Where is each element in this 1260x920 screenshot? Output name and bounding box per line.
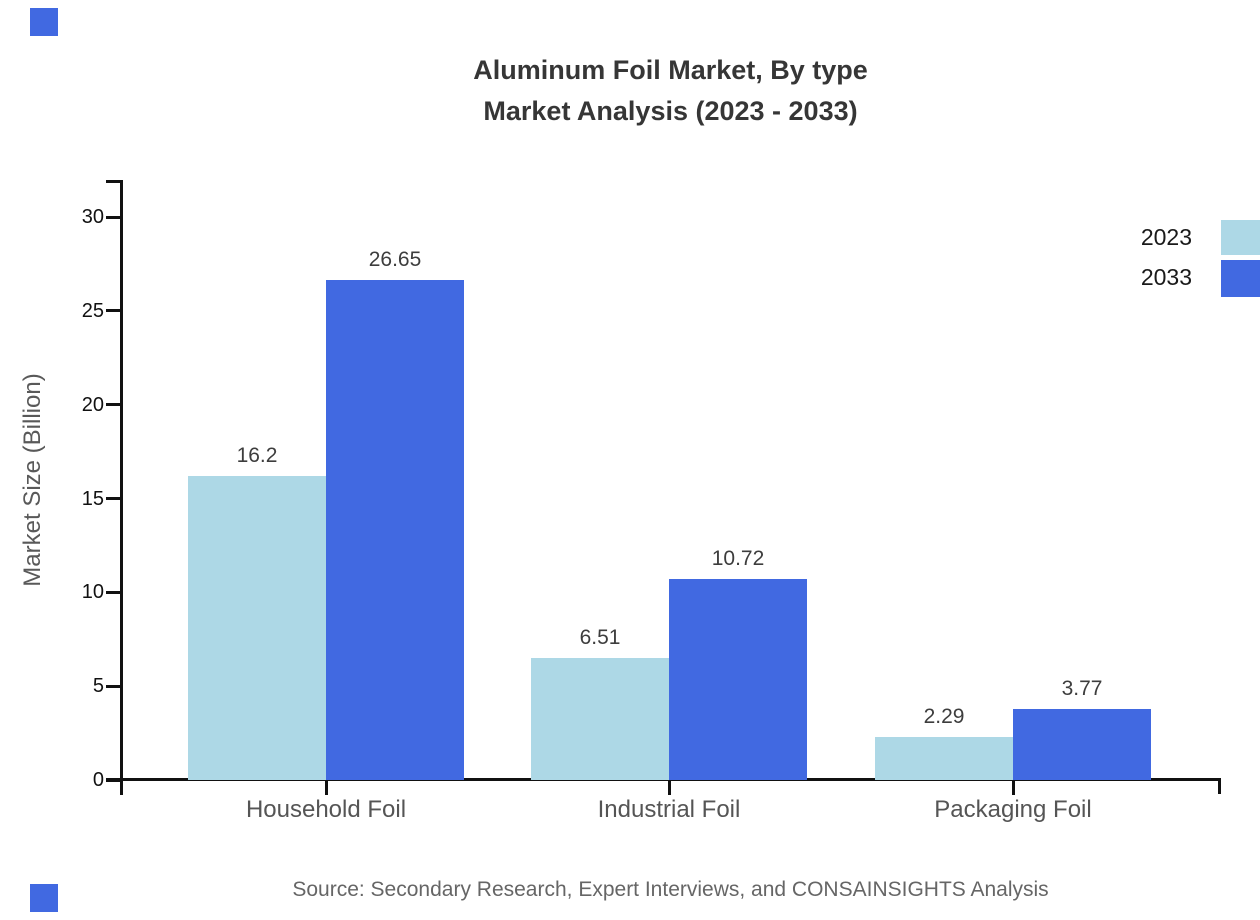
y-tick-label: 25 [81, 300, 104, 322]
legend-swatch-2033 [1221, 260, 1260, 297]
x-tick-mark [668, 780, 671, 795]
y-tick-mark [106, 779, 120, 782]
bar-value-label: 10.72 [711, 547, 765, 570]
bar-value-label: 16.2 [236, 444, 278, 467]
bar-2023-0 [188, 476, 326, 780]
source-note: Source: Secondary Research, Expert Inter… [292, 878, 1049, 901]
brand-corner-square-top-left [30, 8, 58, 36]
bar-2033-0 [326, 280, 464, 780]
y-tick-label: 5 [92, 675, 104, 697]
bar-value-label: 26.65 [368, 248, 422, 271]
legend-label-2033: 2033 [1140, 264, 1192, 290]
bar-value-label: 2.29 [923, 705, 965, 728]
y-tick-label: 0 [92, 769, 104, 791]
y-tick-label: 20 [81, 394, 104, 416]
y-tick-label: 15 [81, 488, 104, 510]
y-tick-label: 10 [81, 581, 104, 603]
y-tick-mark [106, 591, 120, 594]
bar-2023-1 [531, 658, 669, 780]
legend-label-2023: 2023 [1140, 224, 1192, 250]
y-axis-line [120, 180, 123, 795]
category-label: Industrial Foil [597, 796, 741, 823]
bar-2033-2 [1013, 709, 1151, 780]
bar-value-label: 6.51 [579, 626, 621, 649]
y-tick-mark [106, 216, 120, 219]
x-tick-mark [325, 780, 328, 795]
y-tick-mark [106, 685, 120, 688]
chart-title: Aluminum Foil Market, By type [473, 55, 868, 85]
bar-2033-1 [669, 579, 807, 780]
y-tick-mark [106, 403, 120, 406]
legend-swatch-2023 [1221, 220, 1260, 255]
y-axis-top-cap [106, 180, 123, 183]
y-tick-mark [106, 309, 120, 312]
category-label: Packaging Foil [934, 796, 1092, 823]
y-tick-label: 30 [81, 206, 104, 228]
brand-corner-square-bottom-left [30, 884, 58, 912]
category-label: Household Foil [245, 796, 407, 823]
x-tick-mark [1012, 780, 1015, 795]
chart-subtitle: Market Analysis (2023 - 2033) [483, 96, 858, 126]
x-axis-end-cap [1218, 778, 1221, 794]
bar-value-label: 3.77 [1061, 677, 1103, 700]
bar-2023-2 [875, 737, 1013, 780]
y-tick-mark [106, 497, 120, 500]
